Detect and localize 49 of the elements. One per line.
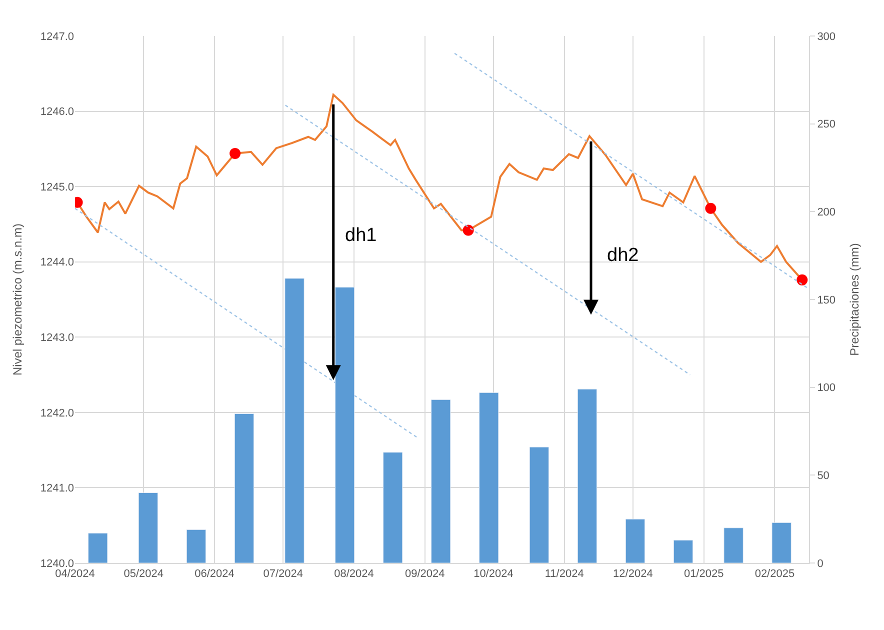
bar (529, 446, 550, 563)
y2-tick-label: 200 (817, 206, 836, 219)
x-tick-label: 04/2024 (55, 568, 95, 580)
point (796, 274, 808, 286)
bar (577, 388, 598, 563)
y-tick-label: 1240.0 (40, 558, 74, 570)
bar (334, 286, 355, 563)
y-tick-label: 1245.0 (40, 181, 74, 194)
x-tick-label: 02/2025 (754, 568, 795, 580)
bar (88, 532, 108, 563)
bar (284, 278, 304, 563)
y-tick-label: 1244.0 (40, 256, 74, 269)
y2-tick-label: 250 (817, 118, 836, 131)
y-tick-label: 1241.0 (40, 482, 74, 495)
x-tick-label: 05/2024 (124, 568, 164, 580)
x-tick-label: 11/2024 (544, 568, 584, 580)
x-tick-label: 12/2024 (613, 568, 653, 580)
bar (431, 399, 451, 563)
point (230, 148, 241, 159)
x-tick-label: 07/2024 (263, 568, 303, 580)
x-tick-label: 09/2024 (404, 568, 445, 580)
y-tick-label: 1242.0 (40, 407, 74, 420)
bar (186, 529, 206, 563)
y2-tick-label: 50 (817, 470, 830, 482)
y2-axis-title: Precipitaciones (mm) (847, 243, 862, 356)
x-tick-label: 01/2025 (684, 568, 724, 580)
bar (724, 528, 744, 563)
y2-tick-label: 300 (817, 30, 836, 43)
x-tick-label: 10/2024 (474, 568, 514, 580)
bar (479, 392, 499, 563)
x-tick-label: 06/2024 (194, 568, 234, 580)
y-tick-label: 1246.0 (40, 106, 74, 118)
y2-tick-label: 150 (817, 294, 836, 306)
bar (772, 522, 792, 563)
point (462, 224, 474, 236)
y-tick-label: 1243.0 (40, 332, 74, 344)
bar (625, 518, 646, 563)
bar (673, 540, 694, 563)
y2-tick-label: 100 (817, 382, 836, 394)
y2-tick-label: 0 (817, 558, 824, 570)
annotation: dh1 (345, 225, 377, 246)
y-axis-title: Nivel piezometrico (m.s.n.m) (10, 223, 25, 376)
annotation: dh2 (607, 245, 639, 266)
bar (234, 413, 254, 563)
y-tick-label: 1247.0 (40, 30, 74, 43)
point (705, 202, 716, 214)
x-tick-label: 08/2024 (334, 568, 374, 580)
bar (382, 452, 403, 563)
bar (138, 492, 158, 563)
